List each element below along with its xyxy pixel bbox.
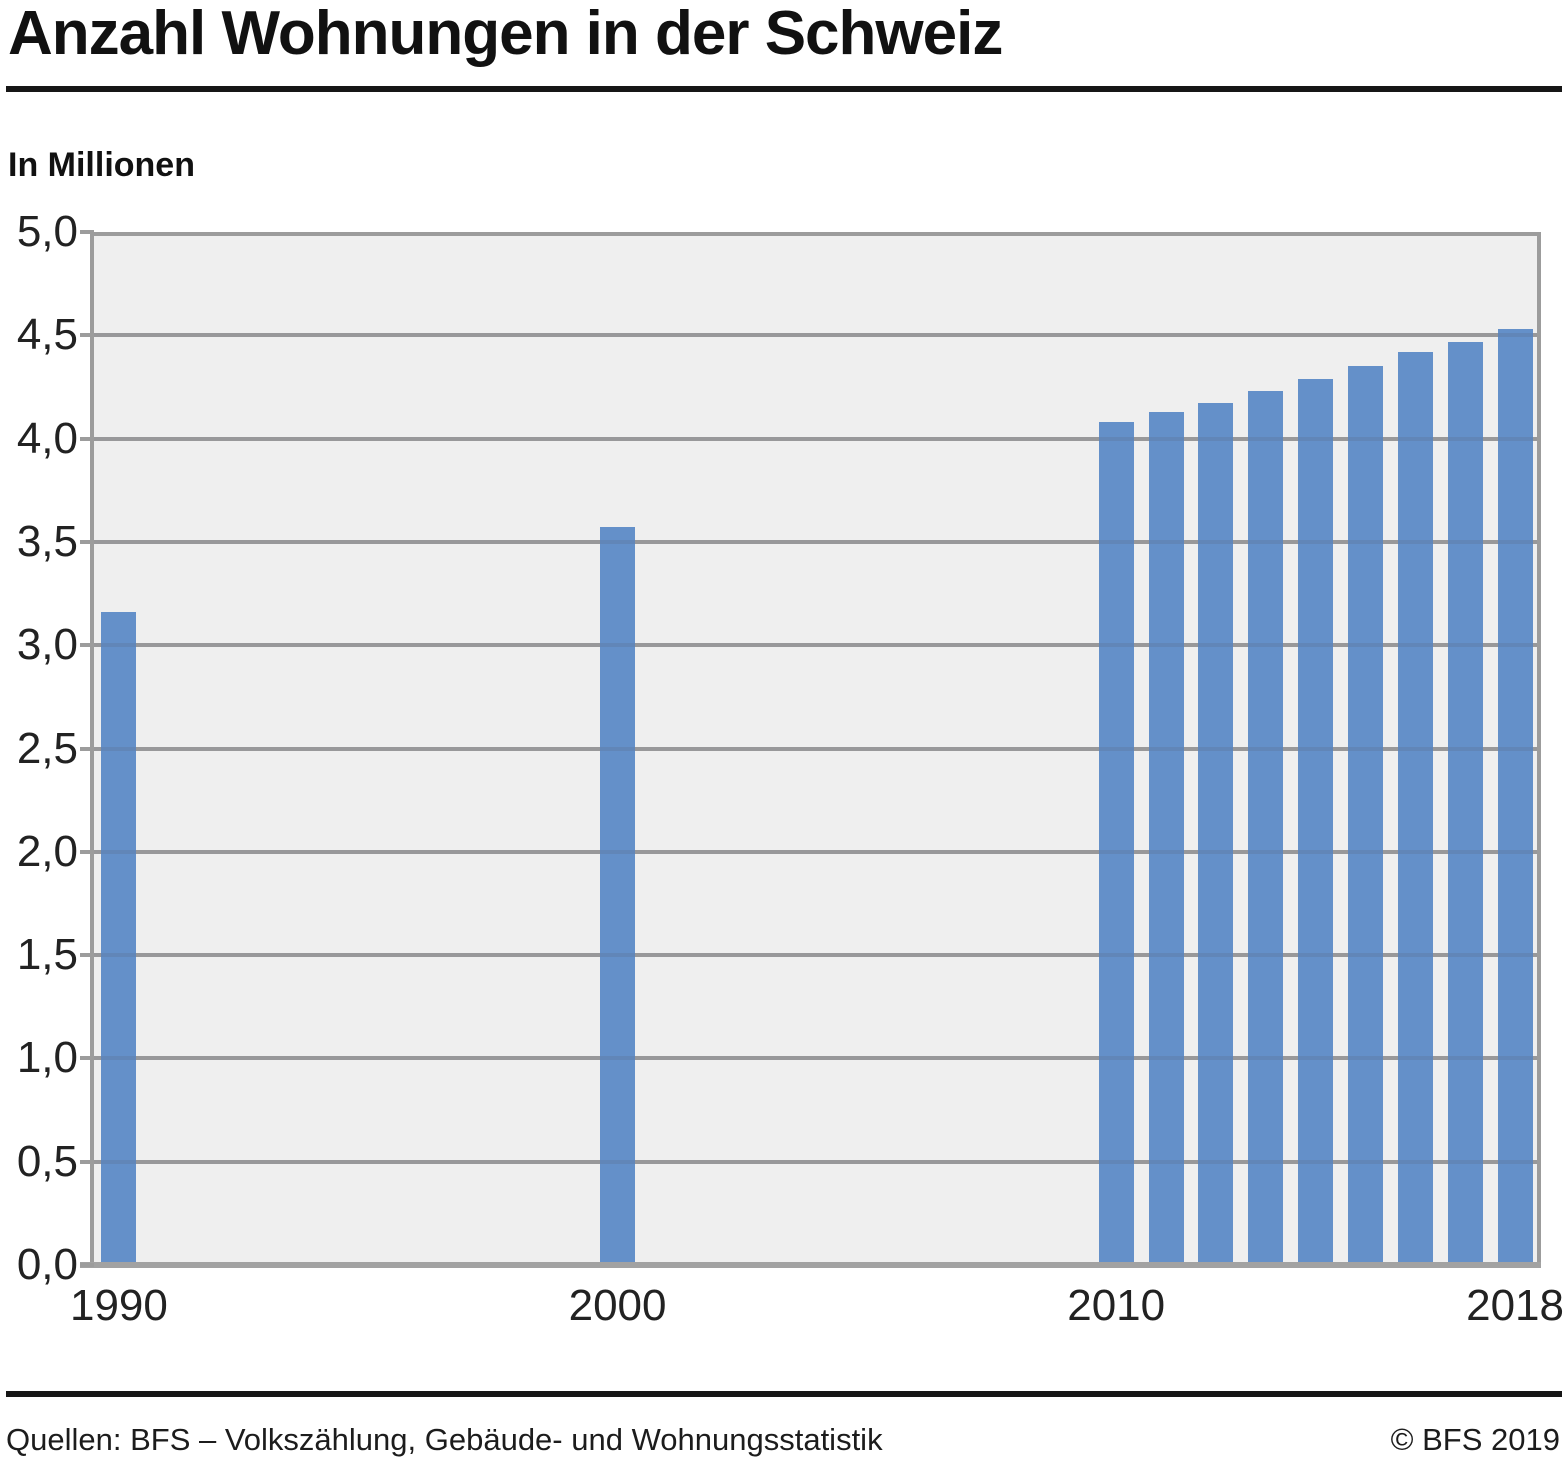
bar-1990 — [101, 612, 137, 1265]
y-axis-label-0,5: 0,5 — [16, 1136, 78, 1186]
y-tick-4,5 — [80, 333, 94, 338]
y-tick-5,0 — [80, 230, 94, 234]
y-tick-2,0 — [80, 849, 94, 854]
x-axis-label-2010: 2010 — [1067, 1281, 1166, 1330]
gridline-overlay-1,0 — [94, 1056, 1540, 1061]
y-tick-0,5 — [80, 1159, 94, 1164]
y-tick-1,0 — [80, 1056, 94, 1061]
gridline-0,5 — [94, 1159, 1540, 1164]
y-axis-label-2,5: 2,5 — [16, 723, 78, 773]
bar-2017 — [1447, 341, 1483, 1265]
bar-2014 — [1298, 378, 1334, 1265]
gridline-1,5 — [94, 953, 1540, 958]
bar-2018 — [1497, 329, 1533, 1265]
gridline-overlay-3,0 — [94, 643, 1540, 648]
plot-border-top — [94, 232, 1540, 236]
gridline-3,0 — [94, 643, 1540, 648]
y-tick-3,5 — [80, 539, 94, 544]
y-tick-3,0 — [80, 643, 94, 648]
gridline-overlay-0,5 — [94, 1159, 1540, 1164]
gridline-4,0 — [94, 436, 1540, 441]
x-axis-line — [80, 1262, 1541, 1268]
gridline-3,5 — [94, 539, 1540, 544]
footer-divider — [6, 1391, 1562, 1397]
bar-2013 — [1248, 391, 1284, 1265]
page-title: Anzahl Wohnungen in der Schweiz — [8, 0, 1003, 68]
gridline-overlay-4,0 — [94, 436, 1540, 441]
y-axis-label-4,5: 4,5 — [16, 310, 78, 360]
gridline-overlay-4,5 — [94, 333, 1540, 338]
bar-2015 — [1347, 366, 1383, 1265]
gridline-4,5 — [94, 333, 1540, 338]
copyright-note: © BFS 2019 — [1390, 1422, 1560, 1457]
y-axis-label-3,0: 3,0 — [16, 620, 78, 670]
y-axis-label-5,0: 5,0 — [16, 207, 78, 256]
y-axis-unit-label: In Millionen — [8, 146, 195, 184]
bar-2010 — [1098, 422, 1134, 1265]
bar-2016 — [1397, 351, 1433, 1265]
plot-area: 0,0 0,5 1,0 1,5 2,0 2,5 3,0 3,5 4,0 4,5 5,0 1990 200… — [17, 207, 1564, 1330]
y-axis-label-3,5: 3,5 — [16, 516, 78, 566]
gridline-overlay-3,5 — [94, 539, 1540, 544]
y-axis-label-2,0: 2,0 — [16, 826, 78, 876]
gridline-overlay-1,5 — [94, 953, 1540, 958]
gridline-2,0 — [94, 849, 1540, 854]
title-divider — [6, 86, 1562, 92]
bar-2012 — [1198, 403, 1234, 1265]
y-axis-label-4,0: 4,0 — [16, 413, 78, 463]
y-axis-label-1,5: 1,5 — [16, 930, 78, 980]
y-tick-0,0 — [80, 1263, 94, 1267]
bar-2000 — [600, 527, 636, 1265]
bar-2011 — [1148, 411, 1184, 1265]
y-tick-2,5 — [80, 746, 94, 751]
y-tick-4,0 — [80, 436, 94, 441]
y-axis-label-0,0: 0,0 — [16, 1240, 78, 1289]
gridline-2,5 — [94, 746, 1540, 751]
y-tick-1,5 — [80, 953, 94, 958]
x-axis-label-2018: 2018 — [1466, 1281, 1564, 1330]
gridline-overlay-2,0 — [94, 849, 1540, 854]
source-note: Quellen: BFS – Volkszählung, Gebäude- un… — [6, 1422, 883, 1457]
x-axis-label-2000: 2000 — [568, 1281, 667, 1330]
gridline-1,0 — [94, 1056, 1540, 1061]
x-axis-label-1990: 1990 — [69, 1281, 168, 1330]
gridline-overlay-2,5 — [94, 746, 1540, 751]
y-axis-label-1,0: 1,0 — [16, 1033, 78, 1083]
plot-border-right — [1537, 232, 1541, 1268]
